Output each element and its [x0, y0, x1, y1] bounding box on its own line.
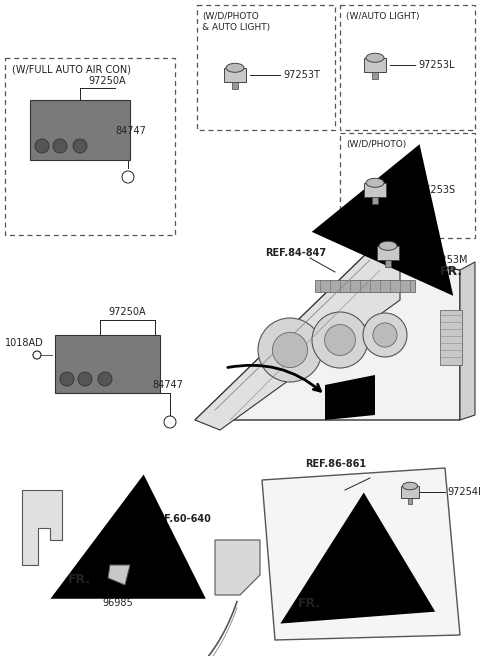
Polygon shape: [315, 280, 415, 292]
Circle shape: [98, 372, 112, 386]
Bar: [340, 133, 475, 238]
Text: 84747: 84747: [152, 380, 183, 390]
Ellipse shape: [403, 482, 418, 490]
Text: 97250A: 97250A: [88, 76, 126, 86]
Polygon shape: [108, 565, 130, 585]
Circle shape: [60, 372, 74, 386]
Ellipse shape: [379, 241, 397, 251]
Text: 97253M: 97253M: [428, 255, 468, 265]
Circle shape: [78, 372, 92, 386]
Polygon shape: [22, 490, 62, 565]
Bar: [364, 183, 386, 197]
Text: (W/AUTO LIGHT): (W/AUTO LIGHT): [346, 12, 420, 21]
Bar: [401, 486, 419, 498]
Text: 84747: 84747: [115, 126, 146, 136]
Text: REF.60-640: REF.60-640: [150, 514, 211, 524]
Text: 1018AD: 1018AD: [5, 338, 44, 348]
Polygon shape: [215, 540, 260, 595]
Bar: [377, 246, 399, 260]
Text: REF.84-847: REF.84-847: [265, 248, 326, 258]
Bar: [372, 72, 378, 79]
Circle shape: [272, 333, 308, 367]
Text: & AUTO LIGHT): & AUTO LIGHT): [202, 23, 270, 32]
Text: FR.: FR.: [298, 597, 321, 610]
Circle shape: [35, 139, 49, 153]
Circle shape: [53, 139, 67, 153]
Text: 97254M: 97254M: [447, 487, 480, 497]
Text: REF.86-861: REF.86-861: [305, 459, 366, 469]
Polygon shape: [195, 255, 460, 420]
Bar: [232, 82, 238, 89]
Bar: [197, 5, 335, 130]
Polygon shape: [55, 335, 160, 393]
Circle shape: [363, 313, 407, 357]
Text: (W/D/PHOTO): (W/D/PHOTO): [346, 140, 406, 149]
Bar: [364, 58, 386, 72]
Polygon shape: [460, 262, 475, 420]
Text: 97253L: 97253L: [418, 60, 455, 70]
Ellipse shape: [226, 63, 244, 72]
Text: (W/D/PHOTO: (W/D/PHOTO: [202, 12, 259, 21]
Text: 97253T: 97253T: [283, 70, 320, 80]
Circle shape: [373, 323, 397, 347]
Bar: [224, 68, 246, 82]
Polygon shape: [262, 468, 460, 640]
Bar: [440, 310, 462, 365]
Ellipse shape: [366, 178, 384, 188]
Bar: [340, 5, 475, 130]
Text: 96985: 96985: [103, 598, 133, 608]
Circle shape: [258, 318, 322, 382]
Circle shape: [73, 139, 87, 153]
Text: 97250A: 97250A: [108, 307, 145, 317]
Bar: [372, 197, 378, 205]
Text: FR.: FR.: [68, 573, 91, 586]
Text: 97253S: 97253S: [418, 185, 455, 195]
Bar: [5, 58, 175, 235]
Circle shape: [324, 325, 355, 356]
Polygon shape: [325, 375, 375, 420]
Circle shape: [312, 312, 368, 368]
Text: FR.: FR.: [440, 265, 463, 278]
Text: (W/FULL AUTO AIR CON): (W/FULL AUTO AIR CON): [12, 65, 131, 75]
Bar: [408, 498, 412, 504]
Polygon shape: [195, 248, 400, 430]
Ellipse shape: [366, 53, 384, 62]
Bar: [385, 260, 391, 268]
Polygon shape: [30, 100, 130, 160]
